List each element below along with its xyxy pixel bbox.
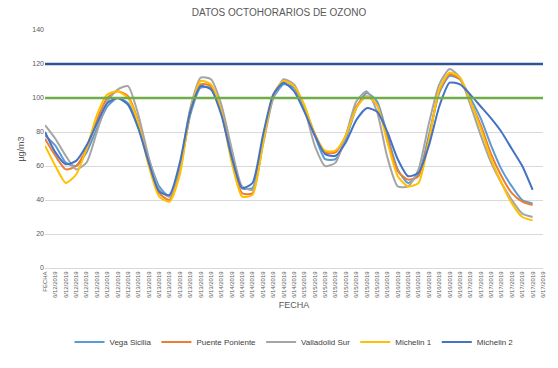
svg-text:µg/m3: µg/m3	[16, 136, 26, 161]
svg-text:6/15/2019: 6/15/2019	[332, 271, 338, 298]
svg-text:80: 80	[36, 128, 44, 135]
svg-text:6/13/2019: 6/13/2019	[135, 271, 141, 298]
svg-text:6/15/2019: 6/15/2019	[322, 271, 328, 298]
svg-text:140: 140	[32, 26, 44, 33]
svg-text:6/17/2019: 6/17/2019	[540, 271, 546, 298]
svg-text:Michelin 1: Michelin 1	[395, 338, 432, 347]
svg-text:6/14/2019: 6/14/2019	[281, 271, 287, 298]
svg-text:60: 60	[36, 162, 44, 169]
svg-text:6/15/2019: 6/15/2019	[343, 271, 349, 298]
svg-text:6/16/2019: 6/16/2019	[426, 271, 432, 298]
svg-text:6/14/2019: 6/14/2019	[239, 271, 245, 298]
svg-text:6/16/2019: 6/16/2019	[457, 271, 463, 298]
svg-text:20: 20	[36, 230, 44, 237]
svg-text:FECHA: FECHA	[42, 271, 48, 291]
svg-text:6/14/2019: 6/14/2019	[218, 271, 224, 298]
svg-text:6/17/2019: 6/17/2019	[519, 271, 525, 298]
svg-text:120: 120	[32, 60, 44, 67]
svg-text:Puente Poniente: Puente Poniente	[196, 338, 256, 347]
svg-text:6/16/2019: 6/16/2019	[436, 271, 442, 298]
svg-text:Michelin 2: Michelin 2	[477, 338, 514, 347]
svg-text:6/13/2019: 6/13/2019	[156, 271, 162, 298]
svg-text:6/17/2019: 6/17/2019	[530, 271, 536, 298]
svg-text:6/13/2019: 6/13/2019	[177, 271, 183, 298]
svg-text:6/12/2019: 6/12/2019	[63, 271, 69, 298]
svg-text:6/13/2019: 6/13/2019	[146, 271, 152, 298]
svg-text:6/13/2019: 6/13/2019	[166, 271, 172, 298]
svg-text:6/16/2019: 6/16/2019	[405, 271, 411, 298]
svg-text:6/13/2019: 6/13/2019	[187, 271, 193, 298]
svg-text:FECHA: FECHA	[279, 300, 310, 310]
svg-text:6/13/2019: 6/13/2019	[198, 271, 204, 298]
svg-text:100: 100	[32, 94, 44, 101]
svg-text:6/12/2019: 6/12/2019	[73, 271, 79, 298]
svg-text:6/17/2019: 6/17/2019	[498, 271, 504, 298]
svg-text:6/12/2019: 6/12/2019	[104, 271, 110, 298]
svg-text:6/14/2019: 6/14/2019	[229, 271, 235, 298]
svg-text:6/13/2019: 6/13/2019	[208, 271, 214, 298]
svg-text:6/15/2019: 6/15/2019	[301, 271, 307, 298]
svg-text:6/17/2019: 6/17/2019	[488, 271, 494, 298]
svg-text:Vega Sicilia: Vega Sicilia	[110, 338, 152, 347]
svg-text:6/15/2019: 6/15/2019	[312, 271, 318, 298]
svg-text:6/15/2019: 6/15/2019	[353, 271, 359, 298]
svg-text:6/16/2019: 6/16/2019	[395, 271, 401, 298]
svg-text:DATOS OCTOHORARIOS DE OZONO: DATOS OCTOHORARIOS DE OZONO	[192, 7, 367, 18]
svg-text:6/12/2019: 6/12/2019	[52, 271, 58, 298]
svg-text:6/12/2019: 6/12/2019	[94, 271, 100, 298]
svg-text:6/14/2019: 6/14/2019	[270, 271, 276, 298]
svg-text:6/16/2019: 6/16/2019	[384, 271, 390, 298]
svg-text:6/14/2019: 6/14/2019	[260, 271, 266, 298]
svg-text:6/15/2019: 6/15/2019	[364, 271, 370, 298]
svg-text:6/12/2019: 6/12/2019	[125, 271, 131, 298]
svg-text:6/17/2019: 6/17/2019	[509, 271, 515, 298]
svg-text:6/17/2019: 6/17/2019	[467, 271, 473, 298]
svg-text:6/17/2019: 6/17/2019	[478, 271, 484, 298]
svg-text:6/15/2019: 6/15/2019	[374, 271, 380, 298]
svg-text:6/16/2019: 6/16/2019	[447, 271, 453, 298]
svg-text:Valladolid Sur: Valladolid Sur	[301, 338, 350, 347]
svg-text:40: 40	[36, 196, 44, 203]
svg-text:6/12/2019: 6/12/2019	[115, 271, 121, 298]
svg-text:6/16/2019: 6/16/2019	[415, 271, 421, 298]
svg-text:6/14/2019: 6/14/2019	[249, 271, 255, 298]
svg-text:0: 0	[40, 264, 44, 271]
svg-text:6/12/2019: 6/12/2019	[83, 271, 89, 298]
svg-text:6/14/2019: 6/14/2019	[291, 271, 297, 298]
